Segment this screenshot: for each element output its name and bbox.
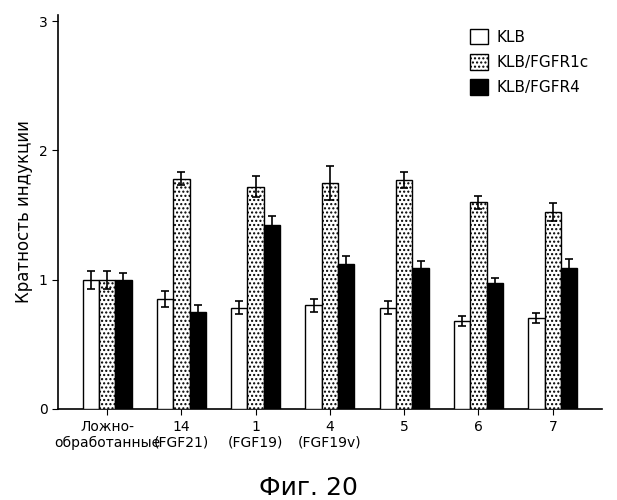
Bar [305,306,321,408]
Bar [115,280,131,408]
Y-axis label: Кратность индукции: Кратность индукции [15,120,33,303]
Bar [231,308,247,408]
Bar [561,268,578,408]
Legend: KLB, KLB/FGFR1c, KLB/FGFR4: KLB, KLB/FGFR1c, KLB/FGFR4 [464,22,594,101]
Bar [338,264,354,408]
Bar [321,183,338,408]
Bar [545,212,561,408]
Bar [470,202,487,408]
Bar [157,299,173,408]
Bar [487,284,503,408]
Bar [454,321,470,408]
Bar [412,268,429,408]
Bar [99,280,115,408]
Text: Фиг. 20: Фиг. 20 [259,476,358,500]
Bar [173,179,189,408]
Bar [396,180,412,408]
Bar [379,308,396,408]
Bar [264,226,280,408]
Bar [528,318,545,408]
Bar [247,186,264,408]
Bar [83,280,99,408]
Bar [189,312,206,408]
